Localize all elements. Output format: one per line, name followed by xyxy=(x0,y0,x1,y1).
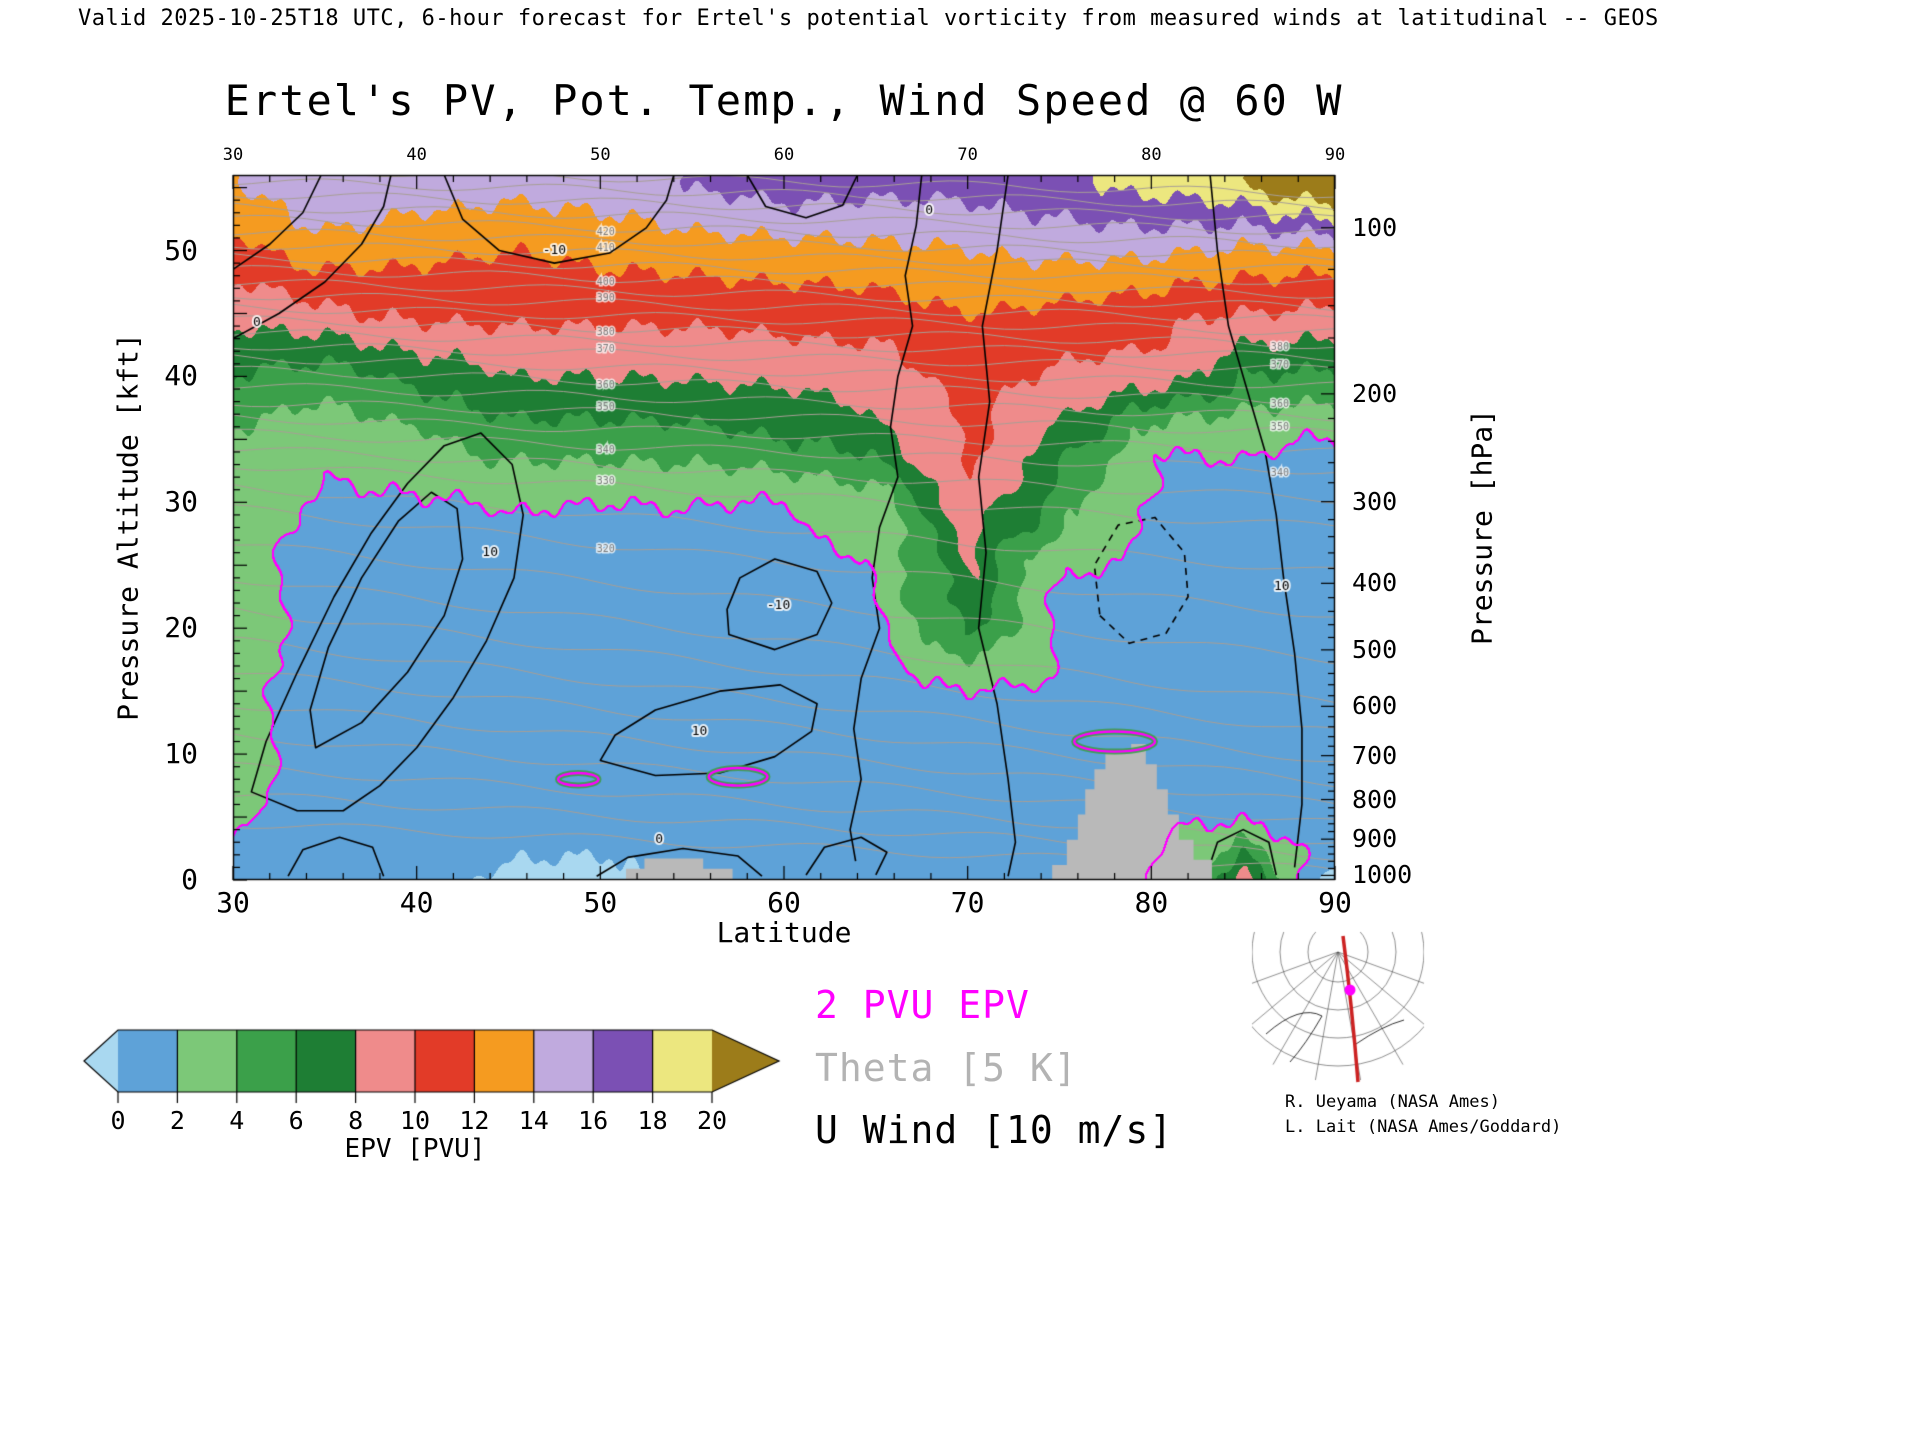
pv-cross-section-canvas xyxy=(0,0,1920,1440)
pv-cross-section-page: { "header": { "text": "Valid 2025-10-25T… xyxy=(0,0,1920,1440)
